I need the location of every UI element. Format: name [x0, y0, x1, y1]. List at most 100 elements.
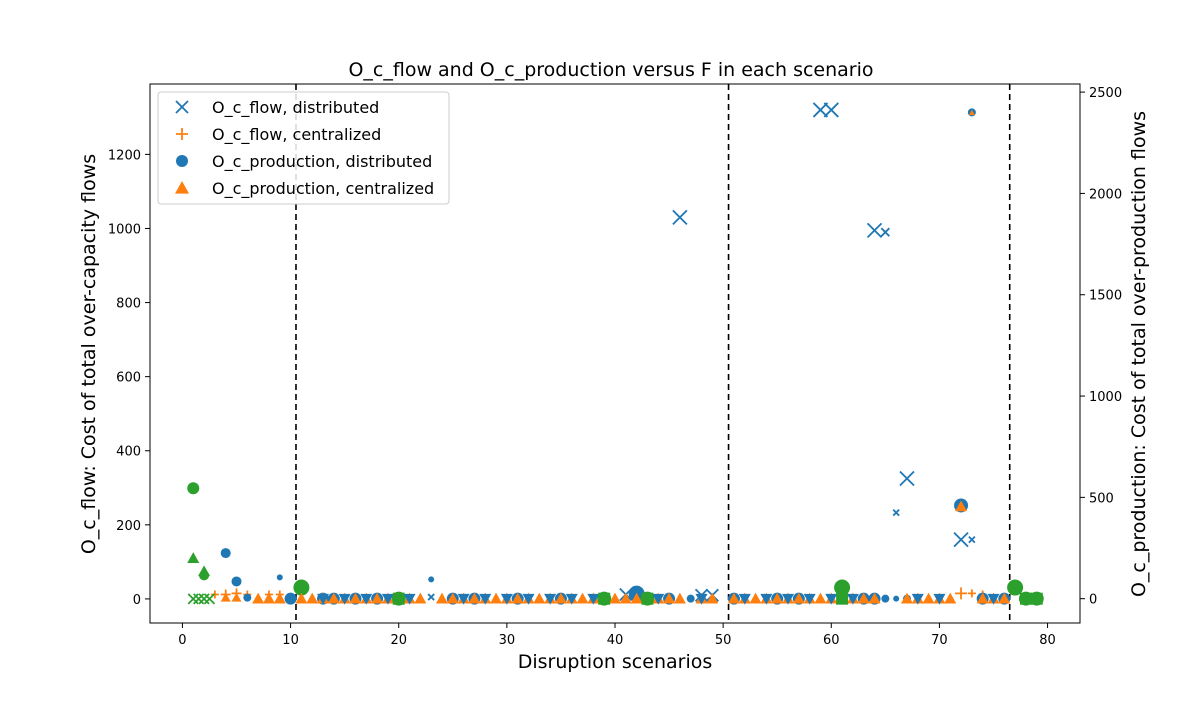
point-series-9 — [338, 593, 351, 605]
point-series-10 — [392, 592, 405, 605]
y-left-tick-label: 400 — [116, 445, 141, 460]
point-series-7 — [284, 592, 297, 605]
chart-title: O_c_flow and O_c_production versus F in … — [348, 59, 873, 81]
point-series-5 — [1007, 579, 1024, 596]
point-o-c-production-distributed — [243, 593, 252, 602]
y-right-tick-label: 1000 — [1089, 390, 1122, 405]
point-series-8 — [435, 592, 448, 604]
point-series-2 — [203, 593, 216, 605]
point-series-10 — [641, 592, 654, 605]
point-series-8 — [976, 592, 989, 604]
point-series-8 — [252, 592, 265, 604]
point-series-8 — [998, 592, 1011, 604]
point-o-c-production-centralized — [231, 592, 242, 602]
point-o-c-flow-distributed — [899, 470, 915, 487]
point-series-8 — [619, 592, 632, 604]
point-series-8 — [468, 592, 481, 604]
legend-marker-2 — [176, 155, 188, 167]
point-o-c-production-distributed — [893, 595, 900, 602]
point-series-10 — [598, 592, 611, 605]
legend-marker-1 — [176, 128, 188, 140]
legend-label: O_c_production, centralized — [212, 179, 434, 199]
point-series-9 — [587, 593, 600, 605]
legend-box — [157, 91, 450, 205]
point-series-8 — [727, 592, 740, 604]
point-series-9 — [522, 593, 535, 605]
x-tick-label: 70 — [931, 633, 948, 648]
point-series-8 — [814, 592, 827, 604]
point-series-8 — [609, 592, 621, 604]
point-o-c-flow-distributed — [953, 532, 969, 548]
x-tick-label: 60 — [823, 633, 840, 648]
point-series-5 — [293, 579, 310, 596]
point-series-8 — [922, 592, 935, 604]
point-series-8 — [576, 592, 589, 604]
point-series-9 — [500, 593, 513, 605]
point-series-9 — [825, 593, 838, 605]
point-o-c-production-distributed — [881, 594, 890, 603]
point-series-8 — [306, 592, 319, 604]
y-left-tick-label: 0 — [133, 593, 141, 608]
y-left-tick-label: 200 — [116, 519, 141, 534]
point-series-9 — [403, 593, 416, 605]
point-series-8 — [446, 592, 459, 604]
legend: O_c_flow, distributed O_c_flow, centraliz… — [157, 91, 450, 205]
point-series-9 — [360, 593, 373, 605]
x-axis-label: Disruption scenarios — [518, 651, 713, 673]
point-series-9 — [782, 593, 795, 605]
point-series-8 — [349, 592, 362, 604]
data-points — [187, 102, 1044, 606]
point-series-9 — [381, 593, 394, 605]
point-series-9 — [652, 593, 665, 605]
y-left-tick-label: 600 — [116, 371, 141, 386]
point-o-c-flow-distributed — [427, 593, 435, 601]
point-series-9 — [544, 593, 557, 605]
point-series-9 — [317, 593, 330, 605]
point-series-8 — [900, 592, 913, 604]
point-series-8 — [262, 592, 275, 604]
point-series-8 — [944, 592, 957, 604]
x-tick-label: 80 — [1039, 633, 1056, 648]
point-series-8 — [371, 592, 384, 604]
point-series-8 — [273, 592, 286, 604]
point-series-8 — [857, 592, 870, 604]
y-left-tick-label: 1000 — [108, 222, 141, 237]
point-o-c-flow-centralized — [967, 589, 976, 598]
point-series-8 — [663, 592, 676, 604]
x-tick-label: 20 — [390, 633, 407, 648]
point-series-9 — [933, 593, 946, 605]
point-o-c-production-distributed — [428, 576, 435, 583]
point-series-8 — [414, 592, 427, 604]
point-series-8 — [673, 592, 686, 604]
point-o-c-production-distributed — [220, 548, 231, 559]
y-right-tick-label: 0 — [1089, 593, 1097, 608]
point-series-8 — [511, 592, 524, 604]
y-left-tick-label: 800 — [116, 297, 141, 312]
y-left-tick-label: 1200 — [108, 148, 141, 163]
y-right-tick-label: 2500 — [1089, 86, 1122, 101]
point-series-10 — [1019, 592, 1032, 605]
point-series-8 — [554, 592, 567, 604]
point-o-c-flow-distributed — [823, 102, 839, 118]
legend-marker-3 — [175, 181, 189, 194]
y-right-tick-label: 500 — [1089, 491, 1114, 506]
point-series-8 — [771, 592, 784, 604]
point-series-8 — [706, 592, 719, 604]
point-series-9 — [695, 593, 708, 605]
point-series-6 — [198, 565, 211, 577]
point-series-10 — [1030, 592, 1043, 605]
point-series-8 — [792, 592, 805, 604]
point-o-c-production-centralized — [955, 500, 968, 512]
point-series-9 — [760, 593, 773, 605]
x-tick-label: 50 — [715, 633, 732, 648]
point-series-9 — [565, 593, 578, 605]
point-series-8 — [490, 592, 503, 604]
x-tick-label: 40 — [607, 633, 624, 648]
point-series-6 — [187, 552, 200, 563]
point-series-9 — [803, 593, 816, 605]
x-tick-label: 30 — [499, 633, 516, 648]
point-o-c-flow-distributed — [892, 508, 900, 517]
point-o-c-production-centralized — [968, 109, 975, 116]
point-o-c-production-distributed — [231, 576, 242, 587]
